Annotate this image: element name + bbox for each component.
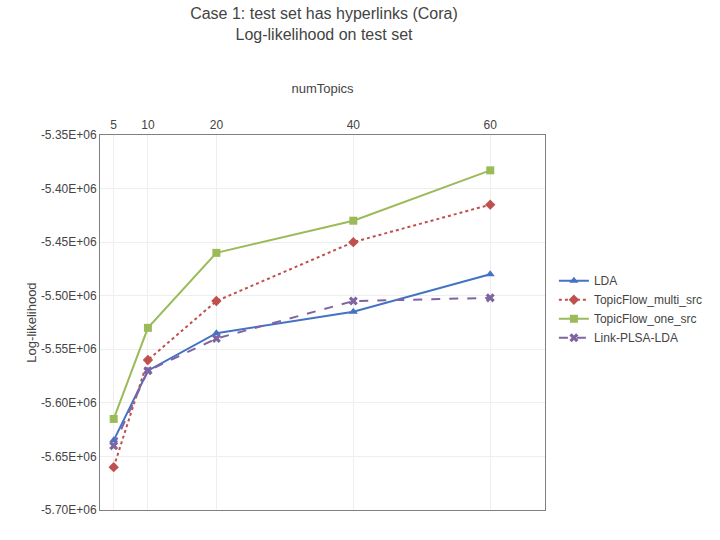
- svg-text:TopicFlow_one_src: TopicFlow_one_src: [594, 312, 697, 326]
- svg-text:40: 40: [347, 118, 361, 132]
- svg-text:LDA: LDA: [594, 274, 617, 288]
- svg-text:Log-likelihood: Log-likelihood: [24, 282, 39, 362]
- svg-text:TopicFlow_multi_src: TopicFlow_multi_src: [594, 293, 702, 307]
- svg-text:-5.40E+06: -5.40E+06: [41, 182, 97, 196]
- svg-text:-5.45E+06: -5.45E+06: [41, 235, 97, 249]
- svg-text:-5.60E+06: -5.60E+06: [41, 396, 97, 410]
- svg-text:-5.35E+06: -5.35E+06: [41, 128, 97, 142]
- svg-text:-5.65E+06: -5.65E+06: [41, 450, 97, 464]
- svg-text:-5.55E+06: -5.55E+06: [41, 342, 97, 356]
- svg-text:Case 1: test set has hyperlink: Case 1: test set has hyperlinks (Cora)Lo…: [190, 5, 458, 43]
- svg-text:5: 5: [110, 118, 117, 132]
- svg-text:-5.50E+06: -5.50E+06: [41, 289, 97, 303]
- svg-text:10: 10: [141, 118, 155, 132]
- svg-text:numTopics: numTopics: [291, 81, 354, 96]
- svg-text:20: 20: [210, 118, 224, 132]
- svg-text:60: 60: [484, 118, 498, 132]
- svg-text:Link-PLSA-LDA: Link-PLSA-LDA: [594, 331, 678, 345]
- svg-text:-5.70E+06: -5.70E+06: [41, 503, 97, 517]
